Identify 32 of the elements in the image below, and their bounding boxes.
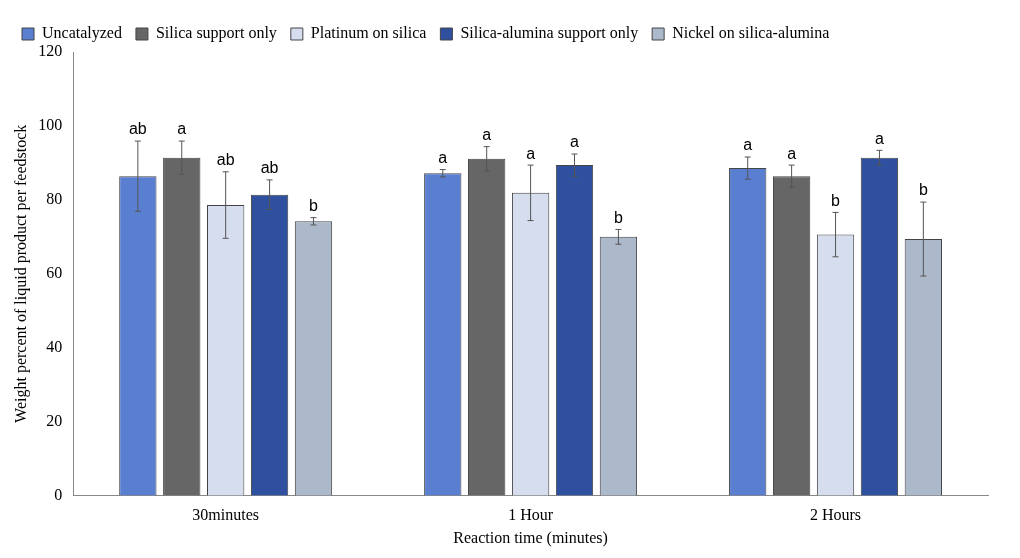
- data-label: b: [613, 208, 623, 226]
- data-label: b: [831, 191, 841, 209]
- legend-label: Nickel on silica-alumina: [672, 24, 830, 42]
- y-tick-label: 80: [46, 190, 63, 208]
- data-label: a: [177, 120, 187, 138]
- data-label: ab: [260, 159, 279, 177]
- data-label: a: [482, 126, 492, 144]
- y-axis-title: Weight percent of liquid product per feedstock: [11, 124, 30, 423]
- legend-label: Silica-alumina support only: [460, 24, 639, 43]
- y-tick-label: 0: [54, 485, 63, 503]
- data-label: a: [743, 136, 753, 154]
- data-label: a: [438, 148, 448, 166]
- legend-label: Silica support only: [155, 24, 277, 43]
- data-label: ab: [216, 151, 235, 169]
- x-tick-label: 30minutes: [192, 506, 259, 524]
- y-tick-label: 60: [46, 264, 63, 281]
- x-tick-label: 2 Hours: [809, 506, 862, 524]
- data-label: a: [526, 144, 536, 162]
- y-tick-label: 20: [46, 411, 63, 429]
- data-label: b: [309, 197, 319, 215]
- x-axis-title: Reaction time (minutes): [453, 528, 608, 547]
- data-label: a: [787, 144, 797, 162]
- legend-label: Platinum on silica: [310, 24, 427, 42]
- y-tick-label: 120: [38, 42, 63, 60]
- legend-label: Uncatalyzed: [42, 24, 122, 43]
- data-label: b: [918, 181, 928, 199]
- x-tick-label: 1 Hour: [508, 506, 554, 524]
- data-label: ab: [128, 120, 147, 138]
- data-label: a: [570, 133, 580, 151]
- data-label: a: [874, 129, 884, 147]
- y-tick-label: 40: [46, 337, 63, 355]
- y-tick-label: 100: [38, 116, 63, 134]
